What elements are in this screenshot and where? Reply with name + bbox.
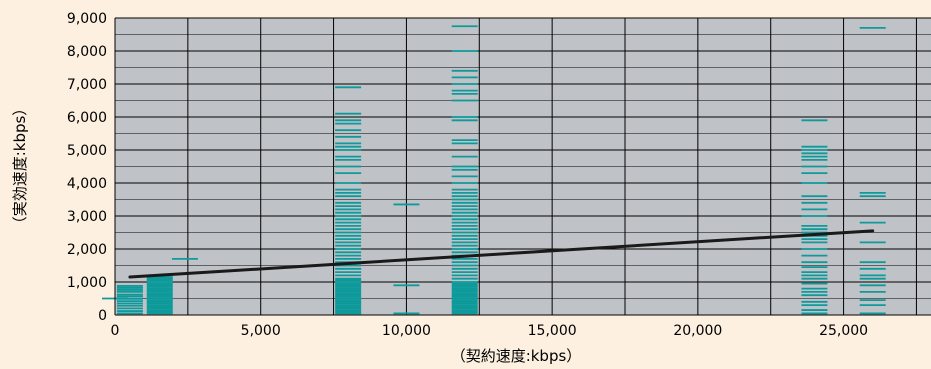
x-tick-labels: 0 5,000 10,000 15,000 20,000 25,000 [111,323,869,339]
y-tick-labels: 0 1,000 2,000 3,000 4,000 5,000 6,000 7,000 8,00… [67,11,107,324]
y-tick-label: 1,000 [67,275,107,291]
y-tick-label: 6,000 [67,110,107,126]
trend-line [128,229,875,279]
y-tick-label: 0 [98,308,107,324]
x-tick-label: 15,000 [528,323,577,339]
x-tick-label: 0 [111,323,120,339]
vertical-gridlines [187,18,917,315]
x-tick-label: 20,000 [673,323,722,339]
x-tick-label: 5,000 [241,323,281,339]
data-points [102,25,886,315]
x-tick-label: 25,000 [819,323,868,339]
x-axis-label: （契約速度:kbps） [451,347,582,365]
y-tick-label: 2,000 [67,242,107,258]
horizontal-gridlines [115,17,931,316]
y-tick-label: 8,000 [67,44,107,60]
y-tick-label: 7,000 [67,77,107,93]
y-tick-label: 5,000 [67,143,107,159]
x-tick-label: 10,000 [382,323,431,339]
y-tick-label: 4,000 [67,176,107,192]
y-tick-label: 3,000 [67,209,107,225]
y-axis-label: （実効速度:kbps） [11,101,29,232]
y-tick-label: 9,000 [67,11,107,27]
